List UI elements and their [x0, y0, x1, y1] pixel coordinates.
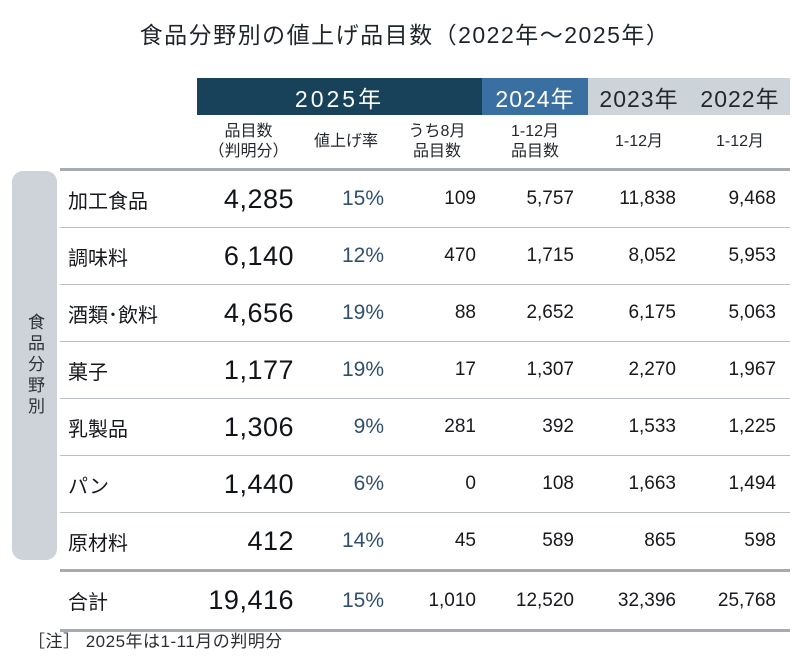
cell-2024: 108 [482, 455, 588, 513]
row-category-label: 菓子 [60, 341, 197, 399]
cell-2023: 32,396 [588, 569, 690, 632]
cell-2022: 598 [690, 512, 790, 571]
cell-2023: 11,838 [588, 168, 690, 228]
cell-2023: 2,270 [588, 341, 690, 399]
row-category-label: 加工食品 [60, 168, 197, 228]
cell-rate-2025: 19% [300, 284, 392, 342]
cell-2024: 12,520 [482, 569, 588, 632]
cell-items-2025: 412 [197, 512, 300, 571]
cell-2023: 1,663 [588, 455, 690, 513]
cell-rate-2025: 19% [300, 341, 392, 399]
subheader-august: うち8月 品目数 [408, 123, 466, 160]
cell-2024: 1,715 [482, 227, 588, 285]
table-row: 酒類･飲料 4,656 19% 88 2,652 6,175 5,063 [60, 284, 790, 342]
cell-2024: 2,652 [482, 284, 588, 342]
cell-august-2025: 281 [392, 398, 482, 456]
subheader-row: 品目数 （判明分） 値上げ率 うち8月 品目数 1-12月 品目数 1-12月 [60, 115, 790, 170]
year-band-row: 2025年 2024年 2023年 2022年 [60, 78, 790, 115]
footnote: ［注］ 2025年は1-11月の判明分 [28, 632, 283, 651]
table-row: 加工食品 4,285 15% 109 5,757 11,838 9,468 [60, 168, 790, 228]
cell-2022: 1,967 [690, 341, 790, 399]
table-body: 加工食品 4,285 15% 109 5,757 11,838 9,468 調味… [60, 168, 790, 632]
subheader-items: 品目数 （判明分） [208, 123, 289, 160]
cell-august-2025: 17 [392, 341, 482, 399]
cell-2022: 1,225 [690, 398, 790, 456]
cell-rate-2025: 15% [300, 168, 392, 228]
cell-august-2025: 0 [392, 455, 482, 513]
cell-items-2025: 6,140 [197, 227, 300, 285]
table-row: 乳製品 1,306 9% 281 392 1,533 1,225 [60, 398, 790, 456]
cell-items-2025: 1,440 [197, 455, 300, 513]
header-spacer [60, 78, 197, 115]
cell-2022: 9,468 [690, 168, 790, 228]
cell-2022: 1,494 [690, 455, 790, 513]
row-category-label: 合計 [60, 569, 197, 632]
table-header: 2025年 2024年 2023年 2022年 品目数 （判明分） 値上げ率 う… [60, 78, 790, 170]
cell-rate-2025: 12% [300, 227, 392, 285]
cell-items-2025: 4,285 [197, 168, 300, 228]
subheader-spacer [60, 115, 197, 170]
cell-items-2025: 4,656 [197, 284, 300, 342]
cell-2023: 8,052 [588, 227, 690, 285]
subheader-2024-months: 1-12月 品目数 [510, 123, 560, 160]
cell-2022: 25,768 [690, 569, 790, 632]
cell-2024: 589 [482, 512, 588, 571]
category-axis-label: 食品分野別 [25, 313, 44, 418]
cell-2024: 392 [482, 398, 588, 456]
row-category-label: 乳製品 [60, 398, 197, 456]
subheader-rate: 値上げ率 [313, 132, 378, 150]
table-row: 調味料 6,140 12% 470 1,715 8,052 5,953 [60, 227, 790, 285]
header-year-2025: 2025年 [197, 78, 482, 115]
cell-august-2025: 88 [392, 284, 482, 342]
cell-august-2025: 45 [392, 512, 482, 571]
header-year-2024: 2024年 [482, 78, 588, 115]
cell-2023: 865 [588, 512, 690, 571]
row-category-label: 原材料 [60, 512, 197, 571]
cell-rate-2025: 6% [300, 455, 392, 513]
header-year-2023: 2023年 [588, 78, 690, 115]
table-row: 合計 19,416 15% 1,010 12,520 32,396 25,768 [60, 569, 790, 632]
cell-2024: 5,757 [482, 168, 588, 228]
cell-august-2025: 470 [392, 227, 482, 285]
table-row: 原材料 412 14% 45 589 865 598 [60, 512, 790, 571]
cell-2022: 5,063 [690, 284, 790, 342]
header-year-2022: 2022年 [690, 78, 790, 115]
cell-2022: 5,953 [690, 227, 790, 285]
row-category-label: 調味料 [60, 227, 197, 285]
cell-august-2025: 1,010 [392, 569, 482, 632]
category-axis-pill: 食品分野別 [12, 171, 57, 560]
cell-rate-2025: 15% [300, 569, 392, 632]
cell-items-2025: 1,177 [197, 341, 300, 399]
cell-rate-2025: 9% [300, 398, 392, 456]
cell-2024: 1,307 [482, 341, 588, 399]
row-category-label: パン [60, 455, 197, 513]
cell-items-2025: 19,416 [197, 569, 300, 632]
row-category-label: 酒類･飲料 [60, 284, 197, 342]
cell-items-2025: 1,306 [197, 398, 300, 456]
table-row: 菓子 1,177 19% 17 1,307 2,270 1,967 [60, 341, 790, 399]
cell-august-2025: 109 [392, 168, 482, 228]
cell-rate-2025: 14% [300, 512, 392, 571]
subheader-2022-months: 1-12月 [715, 132, 765, 150]
table-row: パン 1,440 6% 0 108 1,663 1,494 [60, 455, 790, 513]
price-hike-table: 2025年 2024年 2023年 2022年 品目数 （判明分） 値上げ率 う… [60, 78, 790, 632]
page-title: 食品分野別の値上げ品目数（2022年～2025年） [139, 22, 671, 48]
cell-2023: 1,533 [588, 398, 690, 456]
cell-2023: 6,175 [588, 284, 690, 342]
subheader-2023-months: 1-12月 [614, 132, 664, 150]
